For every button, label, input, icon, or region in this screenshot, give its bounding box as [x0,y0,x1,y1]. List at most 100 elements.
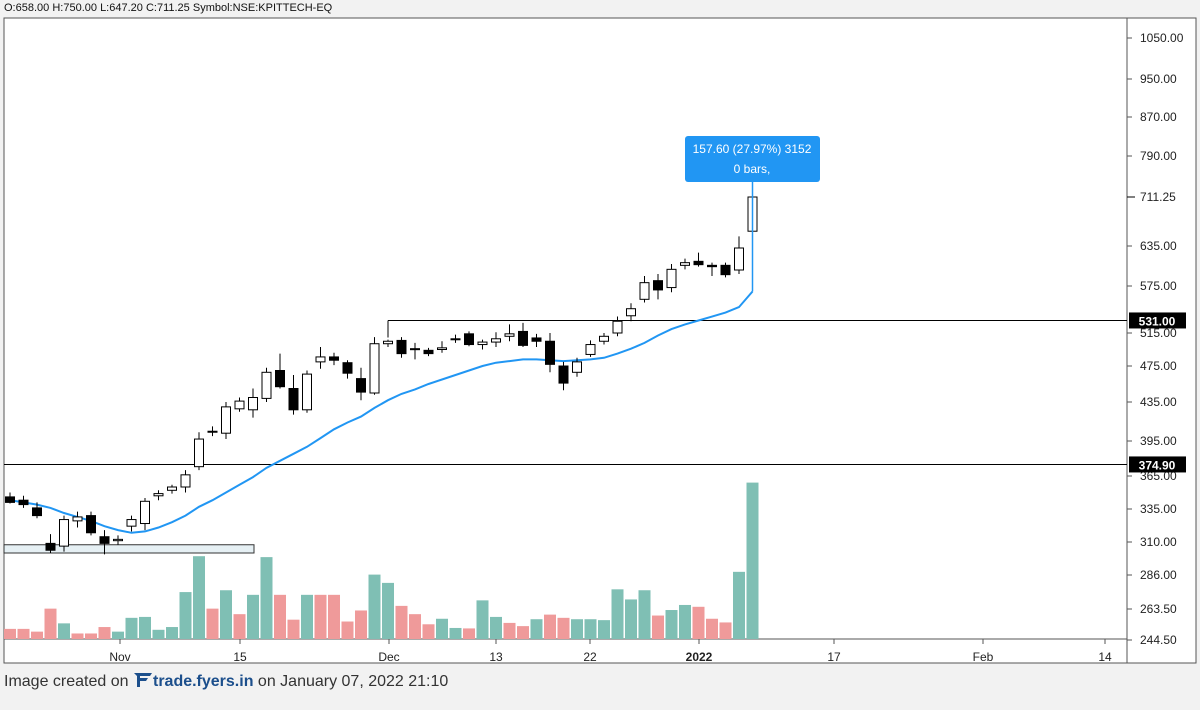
candle-body [5,496,15,503]
candle-body [383,340,393,345]
volume-bar [368,574,381,639]
volume-bar [314,594,327,639]
time-tick-label: 22 [583,650,597,664]
footer-brand[interactable]: trade.fyers.in [152,673,254,690]
volume-bar [233,614,246,639]
price-tick-label: 950.00 [1140,72,1177,86]
candle-body [423,349,434,355]
volume-bar [409,614,421,639]
candle-body [626,308,636,317]
time-tick-label: Nov [109,650,130,664]
symbol-value: NSE:KPITTECH-EQ [232,2,333,14]
volume-bar [98,627,111,639]
price-tick-label: 475.00 [1140,359,1177,373]
measure-tool[interactable]: 157.60 (27.97%) 3152 0 bars, [685,136,820,292]
candle-body [342,362,353,374]
time-tick-label: 14 [1098,650,1112,664]
price-tick-label: 244.50 [1140,633,1177,647]
level-price-tag-text: 531.00 [1139,314,1176,328]
time-tick-label: 15 [233,650,247,664]
volume-bars [4,482,759,639]
candle-body [666,268,677,289]
time-tick-label: 17 [827,650,841,664]
volume-bar [193,556,205,639]
volume-bar [652,615,664,639]
candle-body [720,264,731,276]
volume-bar [247,594,259,639]
volume-bar [611,589,624,639]
price-tags: 531.00 374.90 [1127,196,1186,473]
volume-bar [436,618,448,639]
volume-bar [571,619,583,639]
volume-bar [517,626,529,639]
candle-body [396,339,407,355]
candle-body [32,507,42,517]
candle-body [126,519,137,527]
volume-bar [125,617,138,639]
candle-body [693,260,704,266]
measure-text-change: 157.60 (27.97%) 3152 [693,142,812,156]
candle-body [234,400,245,410]
price-chart[interactable]: 157.60 (27.97%) 3152 0 bars, 1050.00 950.0… [0,0,1200,668]
volume-bar [719,622,732,639]
time-tick-label: Feb [973,650,994,664]
volume-bar [638,590,651,639]
candle-body [477,341,488,346]
volume-bar [58,623,70,639]
volume-bar [139,616,151,639]
close-value: 711.25 [156,2,190,14]
low-label: L: [100,2,110,14]
volume-bar [152,629,165,639]
volume-bar [179,592,192,639]
candle-body [59,519,69,547]
level-price-tag [1129,456,1186,473]
low-value: 647.20 [109,2,143,14]
candle-body [356,378,366,393]
volume-bar [31,631,43,639]
candle-body [45,542,56,551]
volume-bar [301,594,313,639]
horizontal-levels [3,319,1127,554]
price-tick-label: 870.00 [1140,110,1177,124]
price-tick-label: 1050.00 [1140,31,1184,45]
volume-bar [665,610,678,639]
candle-body [261,371,272,399]
candle-body [99,536,110,544]
symbol-label: Symbol: [192,2,233,14]
volume-bar [274,594,286,639]
candle-body [153,493,164,497]
volume-bar [395,605,408,639]
candle-body [437,347,447,351]
volume-bar [341,621,354,639]
volume-bar [355,610,367,639]
volume-bar [733,571,745,639]
volume-bar [490,616,502,639]
price-tick-label: 575.00 [1140,279,1177,293]
candle-body [207,430,218,433]
candle-body [410,348,420,351]
candle-body [167,486,177,491]
price-tick-label: 286.00 [1140,568,1177,582]
volume-bar [85,633,97,639]
level-price-tag [1129,312,1186,329]
candle-body [707,264,717,268]
level-price-tag-text: 374.90 [1139,458,1176,472]
candle-body [464,333,474,346]
candle-body [302,373,312,411]
time-tick-label: Dec [378,650,399,664]
open-label: O: [4,2,16,14]
price-tick-label: 335.00 [1140,502,1177,516]
candle-body [531,337,542,342]
price-tick-label: 711.25 [1140,190,1176,204]
time-tick-label: 2022 [686,650,713,664]
volume-bar [220,590,232,639]
high-label: H: [52,2,64,14]
moving-average [9,290,754,534]
volume-bar [44,608,57,639]
candle-body [572,361,582,373]
volume-bar [328,594,340,639]
time-axis[interactable]: Nov 15 Dec 13 22 2022 17 Feb 14 [109,639,1112,664]
candle-body [450,338,461,341]
candle-body [545,340,555,365]
price-axis[interactable]: 1050.00 950.00 870.00 790.00 711.25 635.00 575… [1127,31,1184,647]
